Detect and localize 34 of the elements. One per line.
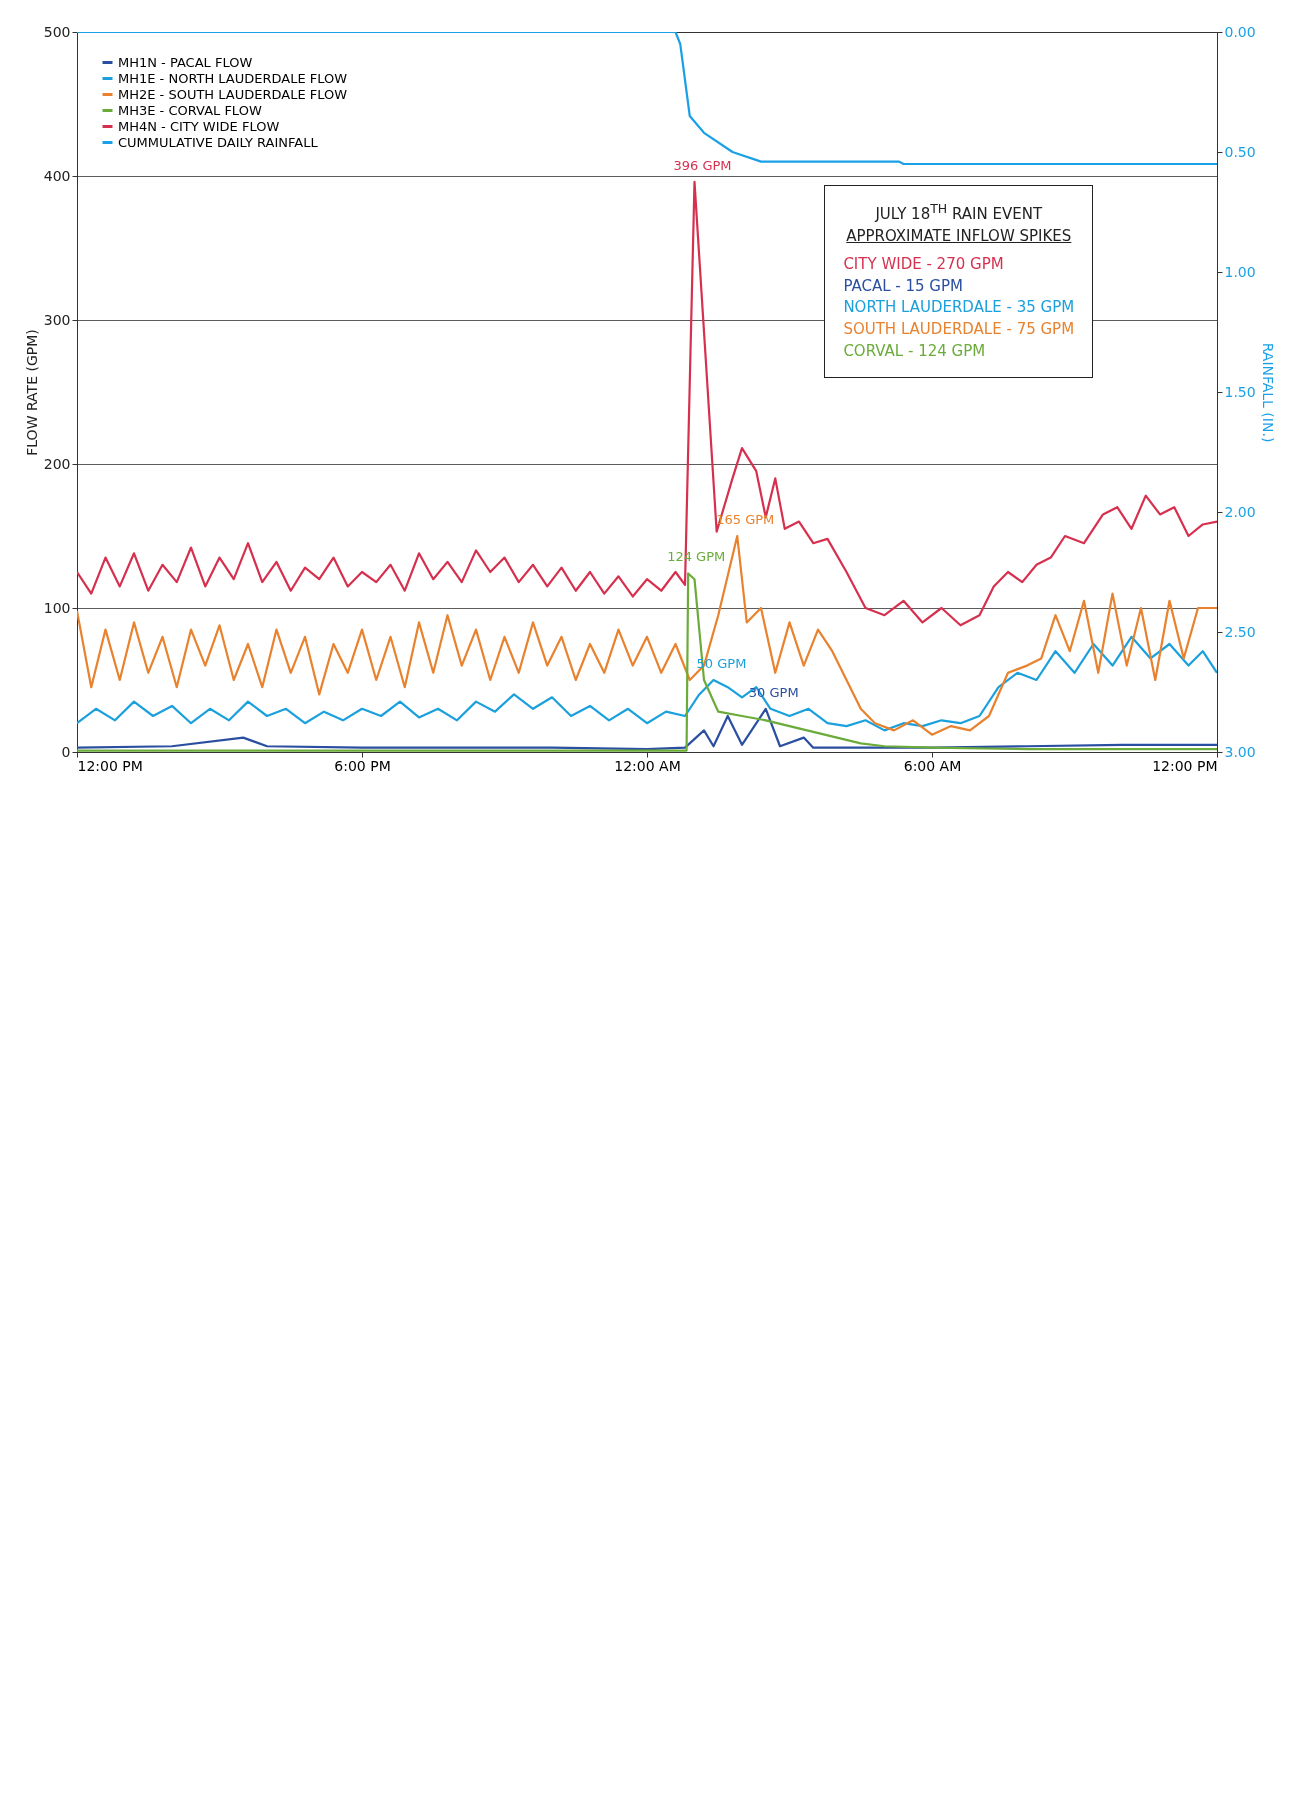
legend-label: CUMMULATIVE DAILY RAINFALL <box>118 134 319 150</box>
y2-tick-label: 2.00 <box>1224 503 1256 520</box>
x-tick-label: 6:00 PM <box>334 757 391 774</box>
y-tick-label: 100 <box>43 599 71 616</box>
y2-tick-label: 1.00 <box>1224 263 1256 280</box>
y2-tick-label: 3.00 <box>1224 743 1256 760</box>
y2-axis-title: RAINFALL (IN.) <box>1259 342 1276 443</box>
annotation: PACAL - 15 GPM <box>843 275 964 297</box>
annotation: SOUTH LAUDERDALE - 75 GPM <box>843 319 1075 341</box>
x-tick-label: 6:00 AM <box>903 757 962 774</box>
y-axis-title: FLOW RATE (GPM) <box>23 329 40 456</box>
y-tick-label: 400 <box>43 167 71 184</box>
y2-tick-label: 1.50 <box>1224 383 1256 400</box>
x-tick-label: 12:00 AM <box>614 757 681 774</box>
y2-tick-label: 0.00 <box>1224 23 1256 40</box>
y-tick-label: 200 <box>43 455 71 472</box>
legend-label: MH2E - SOUTH LAUDERDALE FLOW <box>118 86 348 102</box>
y-tick-label: 0 <box>61 743 71 760</box>
y2-tick-label: 2.50 <box>1224 623 1256 640</box>
legend-label: MH1N - PACAL FLOW <box>118 54 253 70</box>
x-tick-label: 12:00 PM <box>77 757 143 774</box>
annotation: CORVAL - 124 GPM <box>843 340 987 362</box>
annotation: CITY WIDE - 270 GPM <box>843 253 1005 275</box>
annotation: JULY 18$^{TH}$ RAIN EVENT <box>873 200 1044 226</box>
annotation: NORTH LAUDERDALE - 35 GPM <box>843 297 1075 319</box>
y-tick-label: 500 <box>43 23 71 40</box>
y-tick-label: 300 <box>43 311 71 328</box>
annotation: 396 GPM <box>673 157 732 173</box>
annotation: APPROXIMATE INFLOW SPIKES <box>845 226 1073 248</box>
legend-label: MH3E - CORVAL FLOW <box>118 102 262 118</box>
legend-label: MH1E - NORTH LAUDERDALE FLOW <box>118 70 348 86</box>
y2-tick-label: 0.50 <box>1224 143 1256 160</box>
x-tick-label: 12:00 PM <box>1152 757 1218 774</box>
legend-label: MH4N - CITY WIDE FLOW <box>118 118 280 134</box>
